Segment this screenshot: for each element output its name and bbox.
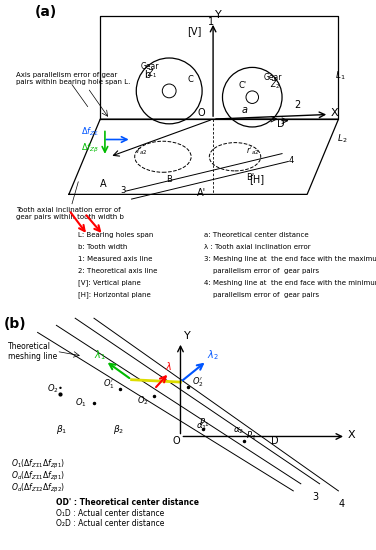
Text: $O_2$•: $O_2$• [47, 383, 63, 395]
Text: $\alpha_2$: $\alpha_2$ [233, 426, 244, 437]
Text: $L_2$: $L_2$ [337, 132, 347, 145]
Text: 4: 4 [288, 156, 294, 165]
Text: 4: 4 [338, 499, 344, 509]
Text: $r_{a2}$: $r_{a2}$ [136, 146, 147, 157]
Text: a: a [241, 105, 247, 115]
Text: b: b [144, 70, 150, 80]
Text: $L_1$: $L_1$ [335, 69, 346, 82]
Text: [H]: [H] [249, 174, 265, 184]
Text: O₁D : Actual center distance: O₁D : Actual center distance [56, 509, 165, 518]
Text: $P_1$: $P_1$ [199, 417, 209, 430]
Text: $\alpha_1$: $\alpha_1$ [196, 421, 207, 432]
Text: Theoretical
meshing line: Theoretical meshing line [8, 342, 57, 361]
Text: parallelism error of  gear pairs: parallelism error of gear pairs [204, 268, 319, 274]
Text: O: O [173, 436, 180, 446]
Text: Y: Y [215, 10, 221, 20]
Text: $Z_2$: $Z_2$ [270, 79, 280, 91]
Text: A': A' [197, 188, 206, 198]
Text: $P_2$: $P_2$ [246, 430, 256, 442]
Text: Tooth axial inclination error of
gear pairs within tooth width b: Tooth axial inclination error of gear pa… [15, 207, 123, 219]
Text: $\beta_1$: $\beta_1$ [56, 423, 68, 436]
Text: $O_1'$: $O_1'$ [103, 378, 115, 391]
Text: [V]: Vertical plane: [V]: Vertical plane [78, 279, 141, 287]
Text: $O_1(\Delta f_{Z\Sigma 1}\Delta f_{Z\beta 1})$: $O_1(\Delta f_{Z\Sigma 1}\Delta f_{Z\bet… [11, 458, 65, 471]
Text: $Z_1$: $Z_1$ [147, 68, 158, 80]
Text: $\Delta f_{Z\beta}$: $\Delta f_{Z\beta}$ [82, 142, 100, 155]
Text: L: Bearing holes span: L: Bearing holes span [78, 232, 154, 238]
Text: D: D [271, 436, 278, 446]
Text: (b): (b) [4, 317, 26, 331]
Text: Gear: Gear [141, 62, 159, 71]
Text: b: Tooth width: b: Tooth width [78, 244, 127, 250]
Text: Gear: Gear [263, 73, 282, 82]
Text: OD' : Theoretical center distance: OD' : Theoretical center distance [56, 498, 199, 507]
Text: [V]: [V] [187, 26, 202, 36]
Text: 3: Meshing line at  the end face with the maximum axis: 3: Meshing line at the end face with the… [204, 256, 376, 262]
Text: D: D [277, 119, 285, 129]
Text: parallelism error of  gear pairs: parallelism error of gear pairs [204, 292, 319, 298]
Text: $r'_{a2}$: $r'_{a2}$ [246, 145, 260, 157]
Text: X: X [348, 430, 355, 441]
Text: $\Delta f_{Z\Sigma}$: $\Delta f_{Z\Sigma}$ [82, 126, 100, 138]
Text: X: X [331, 108, 338, 118]
Text: C: C [188, 74, 194, 84]
Text: O₂D : Actual center distance: O₂D : Actual center distance [56, 519, 165, 528]
Text: (a): (a) [34, 5, 57, 19]
Text: B': B' [246, 173, 254, 182]
Text: 1: Measured axis line: 1: Measured axis line [78, 256, 153, 262]
Text: $O_2$: $O_2$ [137, 394, 149, 407]
Text: a: Theoretical center distance: a: Theoretical center distance [204, 232, 308, 238]
Text: 1: 1 [208, 17, 214, 27]
Text: $O_1$: $O_1$ [75, 397, 87, 409]
Text: λ : Tooth axial inclination error: λ : Tooth axial inclination error [204, 244, 310, 250]
Text: 2: 2 [294, 100, 301, 110]
Text: 4: Meshing line at  the end face with the minimum axis: 4: Meshing line at the end face with the… [204, 279, 376, 285]
Text: A: A [100, 179, 107, 189]
Text: $O_2'$: $O_2'$ [192, 376, 203, 389]
Text: [H]: Horizontal plane: [H]: Horizontal plane [78, 292, 151, 298]
Text: B: B [166, 175, 172, 184]
Text: O: O [198, 108, 205, 118]
Text: Y: Y [183, 331, 190, 340]
Text: $O_d(\Delta f_{Z\Sigma 2}\Delta f_{Z\beta 2})$: $O_d(\Delta f_{Z\Sigma 2}\Delta f_{Z\bet… [11, 481, 65, 494]
Text: 3: 3 [120, 186, 125, 195]
Text: $O_d(\Delta f_{Z\Sigma 1}\Delta f_{Z\beta 1})$: $O_d(\Delta f_{Z\Sigma 1}\Delta f_{Z\bet… [11, 470, 65, 483]
Text: $\lambda_1$: $\lambda_1$ [94, 349, 106, 362]
Text: 3: 3 [312, 492, 318, 502]
Text: Axis parallelism error of gear
pairs within bearing hole span L.: Axis parallelism error of gear pairs wit… [15, 72, 130, 85]
Text: C': C' [238, 81, 246, 90]
Text: $\lambda_2$: $\lambda_2$ [207, 349, 218, 362]
Text: $\lambda$: $\lambda$ [165, 360, 173, 372]
Text: 2: Theoretical axis line: 2: Theoretical axis line [78, 268, 158, 274]
Text: $\beta_2$: $\beta_2$ [113, 423, 124, 436]
